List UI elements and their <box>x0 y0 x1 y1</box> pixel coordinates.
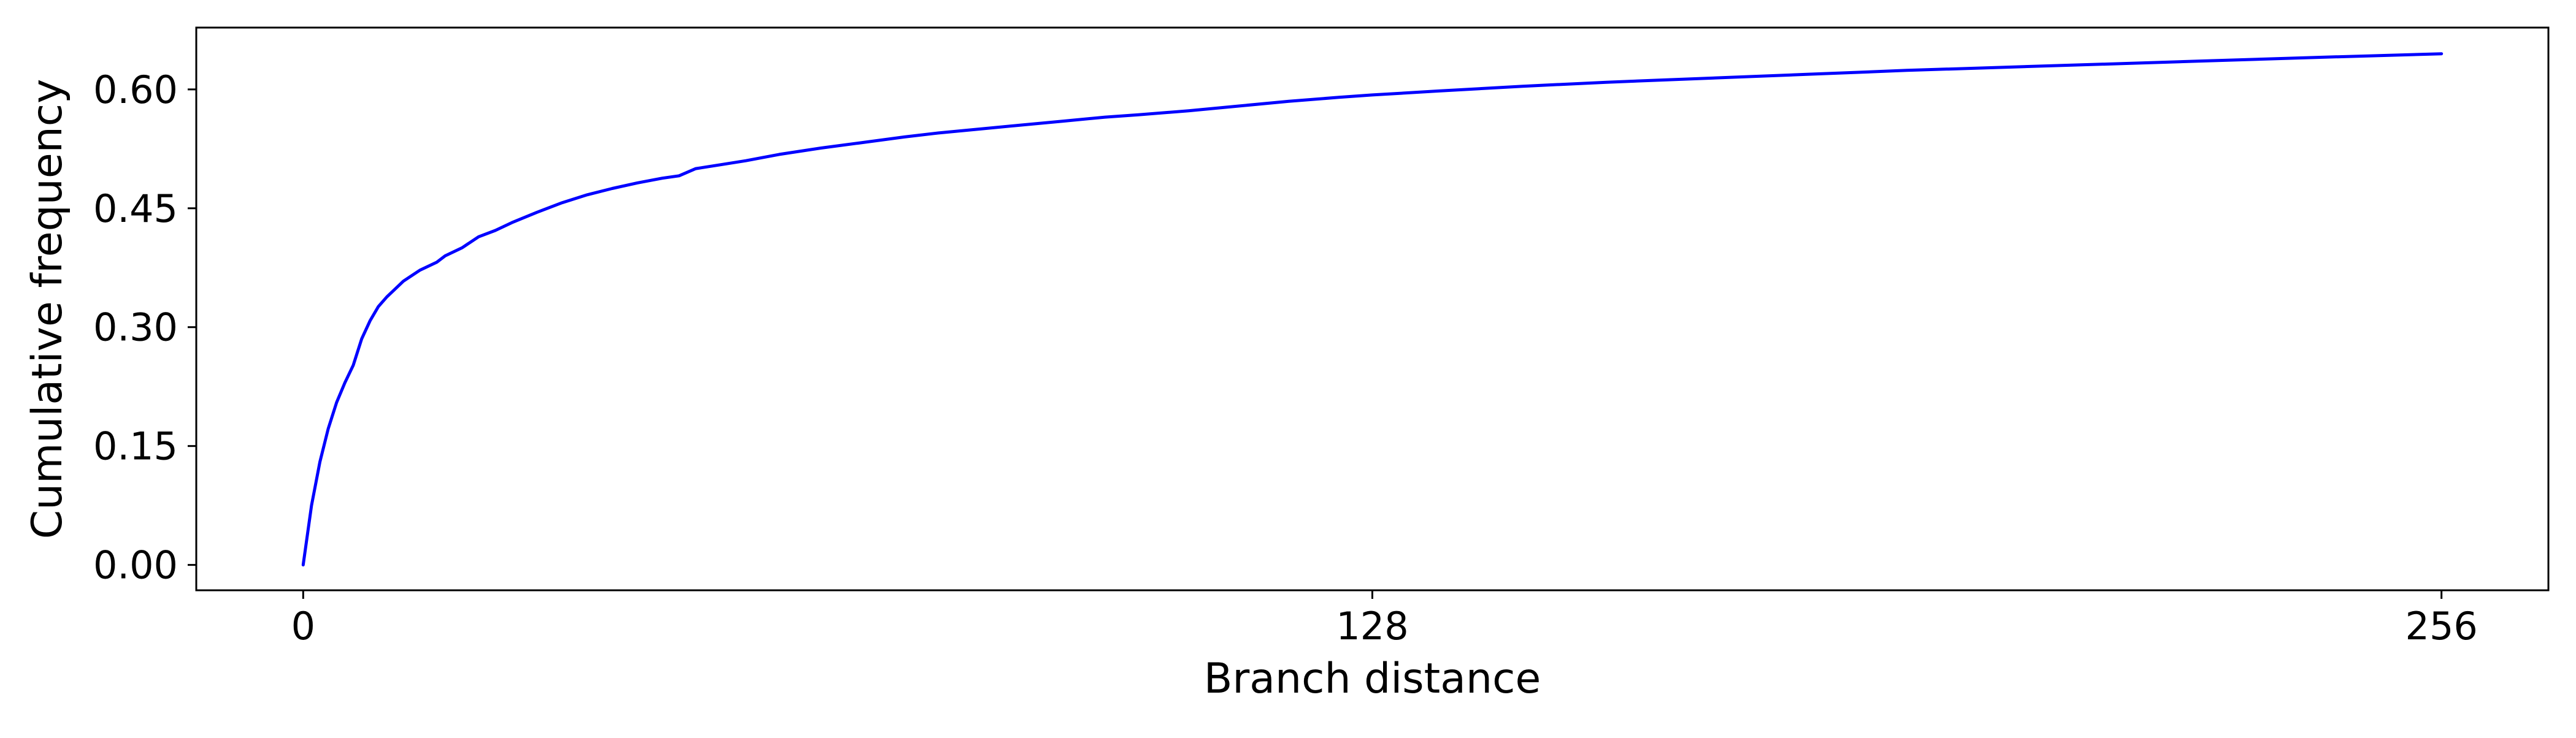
series-line <box>301 52 2444 567</box>
y-axis-title: Cumulative frequency <box>23 79 72 539</box>
plot-frame <box>195 26 2550 592</box>
ticks-layer: 0 128 256 0.00 0.15 0.30 0.45 0.60 <box>93 67 2478 649</box>
y-tick-label: 0.60 <box>93 67 178 112</box>
y-tick-label: 0.45 <box>93 186 178 231</box>
x-tick-label: 128 <box>1336 604 1408 649</box>
series-layer <box>301 52 2444 567</box>
y-tick-label: 0.00 <box>93 543 178 588</box>
x-axis-title: Branch distance <box>1204 655 1541 703</box>
y-tick-label: 0.30 <box>93 305 178 350</box>
y-tick-label: 0.15 <box>93 424 178 469</box>
x-tick-label: 0 <box>291 604 315 649</box>
x-tick-label: 256 <box>2405 604 2478 649</box>
